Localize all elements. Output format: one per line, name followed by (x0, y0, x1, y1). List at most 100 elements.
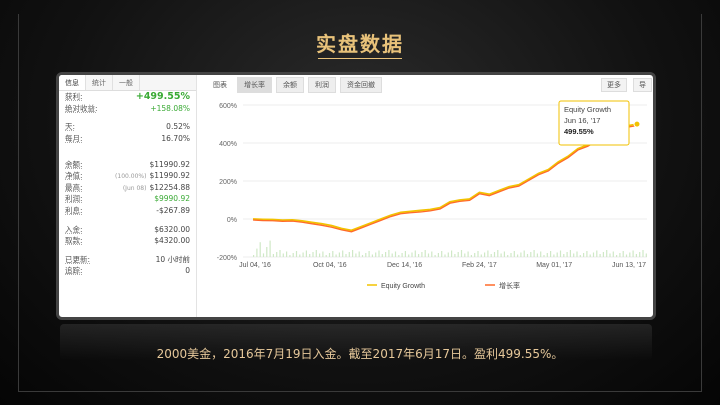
volume-bar (526, 254, 529, 257)
volume-bar (302, 252, 304, 257)
stat-label: 每月: (65, 134, 83, 144)
volume-bar (500, 253, 502, 257)
volume-bar (444, 254, 446, 257)
stat-row: 入金: $6320.00 (59, 223, 196, 235)
volume-bar (497, 250, 499, 257)
tab-general[interactable]: 一般 (113, 75, 140, 90)
volume-bar (609, 253, 611, 257)
volume-bar (312, 252, 314, 257)
volume-bar (619, 253, 621, 257)
volume-bar (256, 248, 258, 257)
volume-bar (322, 251, 324, 257)
volume-bar (576, 251, 578, 257)
x-tick-label: Dec 14, '16 (387, 262, 422, 269)
tab-info[interactable]: 信息 (59, 75, 86, 90)
stats-gap (59, 247, 196, 254)
volume-bar (477, 251, 479, 257)
volume-bar (487, 250, 489, 257)
y-tick-label: 0% (227, 217, 237, 224)
tab-stats[interactable]: 统计 (86, 75, 113, 90)
stat-row: 追踪: 0 (59, 265, 196, 277)
stats-list: 获利: +499.55% 绝对收益: +158.08% 天: 0.52% 每月: 16.70%… (59, 91, 196, 277)
stat-value: $11990.92 (149, 159, 190, 169)
volume-bar (517, 254, 519, 257)
y-tick-label: 400% (219, 141, 237, 148)
volume-bar (289, 255, 291, 257)
series-line-0 (252, 123, 638, 232)
stat-row: 取款: $4320.00 (59, 235, 196, 247)
series-line-1 (252, 124, 638, 233)
stat-value-wrap: $11990.92 (149, 160, 190, 169)
volume-bar (490, 254, 492, 257)
more-dropdown[interactable]: 更多 (601, 78, 627, 92)
export-button[interactable]: 导 (633, 78, 652, 92)
title-underline (318, 58, 402, 59)
volume-bar (253, 255, 255, 257)
stat-value: 0.52% (166, 122, 190, 132)
stat-value: -$267.89 (156, 206, 190, 216)
volume-bar (642, 250, 644, 257)
stat-label: 利息: (65, 206, 83, 216)
volume-bar (427, 253, 430, 257)
volume-bar (361, 255, 364, 257)
tooltip-text: 499.55% (564, 127, 594, 136)
volume-bar (645, 253, 647, 257)
volume-bar (335, 254, 337, 257)
volume-bar (262, 253, 265, 257)
volume-bar (309, 254, 311, 257)
tab-profit[interactable]: 利润 (308, 77, 336, 93)
volume-bar (454, 254, 456, 257)
volume-bar (315, 250, 317, 257)
volume-bar (269, 240, 271, 257)
volume-bar (398, 255, 400, 257)
stat-row: 利息: -$267.89 (59, 205, 196, 217)
volume-bar (503, 251, 505, 257)
tab-growth[interactable]: 增长率 (237, 77, 272, 93)
info-panel: 信息 统计 一般 获利: +499.55% 绝对收益: +158.08% 天: 0.52%… (59, 75, 197, 317)
tab-balance[interactable]: 余额 (276, 77, 304, 93)
volume-bar (583, 253, 585, 257)
stat-value-wrap: +499.55% (136, 91, 190, 102)
stat-label: 最高: (65, 182, 83, 192)
y-tick-label: 600% (219, 103, 237, 110)
tab-chart[interactable]: 图表 (213, 81, 227, 89)
stat-prefix: (Jun 08) (122, 184, 147, 192)
volume-bar (602, 252, 604, 257)
volume-bar (371, 254, 373, 257)
volume-bar (464, 253, 466, 257)
stat-label: 入金: (65, 224, 83, 234)
screenshot-card: 信息 统计 一般 获利: +499.55% 绝对收益: +158.08% 天: 0.52%… (56, 72, 656, 320)
volume-bar (338, 252, 340, 257)
volume-bar (279, 250, 281, 257)
volume-bar (292, 253, 294, 257)
volume-bar (507, 255, 509, 257)
volume-bar (543, 255, 545, 257)
volume-bar (540, 251, 542, 257)
stat-value-wrap: +158.08% (150, 104, 190, 113)
volume-bar (404, 251, 406, 257)
volume-bar (319, 253, 321, 257)
volume-bar (523, 250, 525, 257)
volume-bar (266, 247, 268, 257)
volume-bar (559, 250, 562, 257)
x-tick-label: Feb 24, '17 (462, 262, 497, 269)
volume-bar (375, 252, 377, 257)
legend-label: Equity Growth (381, 283, 425, 290)
tab-drawdown[interactable]: 资金回撤 (340, 77, 382, 93)
stats-gap (59, 114, 196, 121)
volume-bar (348, 252, 350, 257)
volume-bar (530, 252, 532, 257)
volume-bar (424, 250, 426, 257)
stat-label: 净值: (65, 171, 83, 181)
volume-bar (639, 252, 641, 257)
volume-bar (381, 254, 383, 257)
stat-label: 利润: (65, 194, 83, 204)
stat-value-wrap: 0.52% (166, 122, 190, 131)
stat-value-wrap: $6320.00 (154, 225, 190, 234)
stat-value: 10 小时前 (155, 254, 190, 264)
stat-value: $9990.92 (154, 194, 190, 204)
stat-value: +158.08% (150, 103, 190, 113)
volume-bar (569, 250, 571, 257)
volume-bar (325, 255, 327, 257)
volume-bar (295, 251, 298, 257)
